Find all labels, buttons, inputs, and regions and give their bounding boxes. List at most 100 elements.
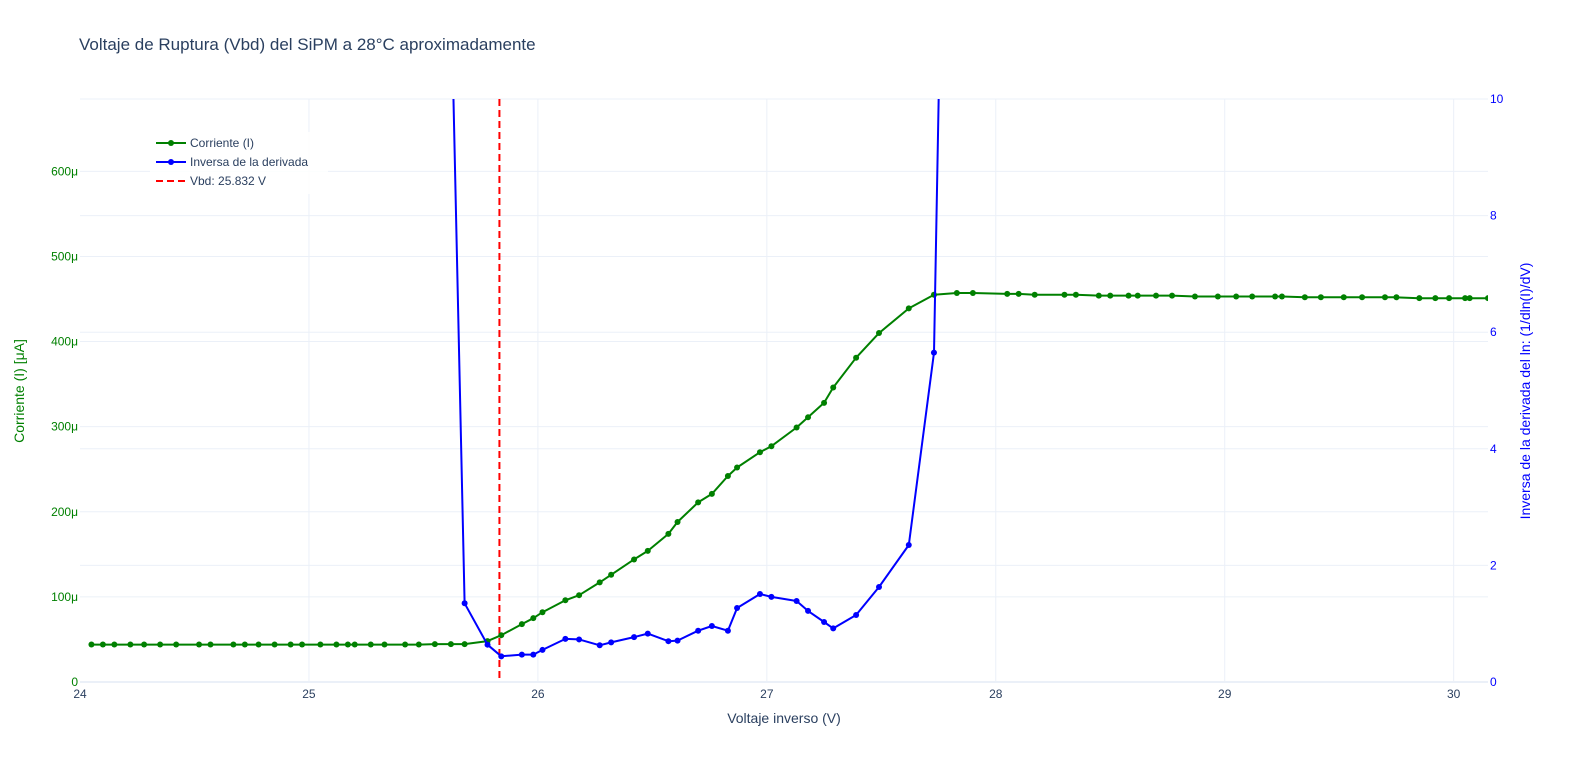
data-point: [576, 636, 583, 643]
y-left-tick-label: 100μ: [51, 590, 78, 604]
data-point: [157, 641, 164, 648]
data-point: [1446, 295, 1453, 302]
data-point: [530, 651, 537, 658]
legend-label-current: Corriente (I): [190, 136, 254, 150]
data-point: [317, 641, 324, 648]
data-point: [562, 635, 569, 642]
data-point: [1432, 295, 1439, 302]
data-point: [905, 541, 912, 548]
data-point: [518, 651, 525, 658]
data-point: [287, 641, 294, 648]
data-point: [768, 593, 775, 600]
y-axis-right-label: Inversa de la derivada del ln: (1/dln(I)…: [1517, 263, 1533, 520]
x-tick-label: 29: [1218, 687, 1232, 701]
data-point: [1381, 294, 1388, 301]
y-right-tick-label: 2: [1490, 558, 1497, 572]
y-left-tick-label: 600μ: [51, 164, 78, 178]
data-point: [1301, 294, 1308, 301]
data-point: [539, 646, 546, 653]
data-point: [299, 641, 306, 648]
data-point: [724, 627, 731, 634]
legend-label-vbd: Vbd: 25.832 V: [190, 174, 266, 188]
series-line: [452, 99, 940, 658]
legend: Corriente (I) Inversa de la derivada Vbd…: [150, 132, 328, 194]
data-point: [953, 290, 960, 297]
data-point: [821, 618, 828, 625]
data-point: [1169, 292, 1176, 299]
data-point: [876, 583, 883, 590]
axis-layer: 24 25 26 27 28 29 300100μ200μ300μ400μ500μ600μ0…: [51, 92, 1504, 701]
data-point: [562, 597, 569, 604]
y-right-tick-label: 6: [1490, 325, 1497, 339]
data-point: [447, 641, 454, 648]
y-left-tick-label: 200μ: [51, 505, 78, 519]
data-point: [88, 641, 95, 648]
x-tick-label: 27: [760, 687, 774, 701]
data-point: [695, 627, 702, 634]
legend-item-inverse[interactable]: Inversa de la derivada: [156, 155, 308, 169]
y-left-tick-label: 500μ: [51, 249, 78, 263]
data-point: [853, 611, 860, 618]
y-left-tick-label: 400μ: [51, 335, 78, 349]
data-point: [1340, 294, 1347, 301]
data-point: [1031, 291, 1038, 298]
data-point: [1125, 292, 1132, 299]
data-point: [333, 641, 340, 648]
x-axis-label: Voltaje inverso (V): [727, 710, 841, 726]
data-point: [1317, 294, 1324, 301]
data-point: [484, 641, 491, 648]
data-point: [1278, 293, 1285, 300]
data-point: [1393, 294, 1400, 301]
y-left-tick-label: 300μ: [51, 420, 78, 434]
data-point: [241, 641, 248, 648]
data-point: [1015, 290, 1022, 297]
data-point: [1272, 293, 1279, 300]
data-point: [793, 597, 800, 604]
legend-item-vbd[interactable]: Vbd: 25.832 V: [156, 174, 266, 188]
data-point: [539, 609, 546, 616]
data-point: [230, 641, 237, 648]
data-point: [805, 414, 812, 421]
inverse-derivative-series: [452, 99, 940, 660]
data-point: [793, 424, 800, 431]
y-right-tick-label: 4: [1490, 442, 1497, 456]
data-point: [1107, 292, 1114, 299]
data-point: [708, 623, 715, 630]
data-point: [498, 653, 505, 660]
data-point: [596, 642, 603, 649]
data-point: [461, 641, 468, 648]
data-point: [930, 349, 937, 356]
data-point: [876, 330, 883, 337]
data-point: [631, 634, 638, 641]
data-point: [665, 638, 672, 645]
data-point: [1462, 295, 1469, 302]
data-point: [111, 641, 118, 648]
data-point: [367, 641, 374, 648]
data-point: [344, 641, 351, 648]
data-point: [99, 641, 106, 648]
legend-label-inverse: Inversa de la derivada: [190, 155, 308, 169]
data-point: [431, 641, 438, 648]
data-point: [756, 449, 763, 456]
data-point: [1214, 293, 1221, 300]
y-right-tick-label: 8: [1490, 209, 1497, 223]
data-point: [530, 615, 537, 622]
data-point: [1359, 294, 1366, 301]
data-point: [853, 354, 860, 361]
x-tick-label: 30: [1447, 687, 1461, 701]
data-point: [1233, 293, 1240, 300]
data-point: [644, 547, 651, 554]
data-point: [351, 641, 358, 648]
data-point: [196, 641, 203, 648]
data-point: [1153, 292, 1160, 299]
data-point: [1004, 290, 1011, 297]
data-point: [596, 579, 603, 586]
data-point: [1466, 295, 1473, 302]
data-point: [1485, 295, 1488, 302]
series-layer: [88, 99, 1488, 682]
data-point: [695, 499, 702, 506]
legend-item-current[interactable]: Corriente (I): [156, 136, 254, 150]
x-tick-label: 28: [989, 687, 1003, 701]
